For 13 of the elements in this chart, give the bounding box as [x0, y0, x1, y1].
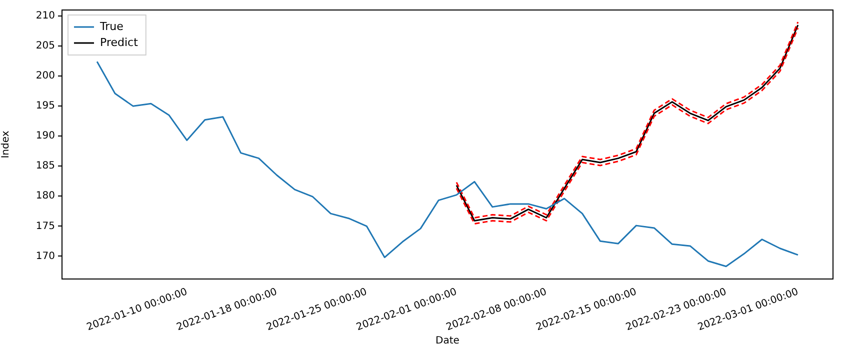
- legend-label: True: [99, 20, 124, 33]
- y-tick-label: 210: [36, 10, 55, 22]
- y-tick-label: 185: [36, 160, 55, 172]
- y-tick-label: 170: [36, 250, 55, 262]
- y-tick-label: 175: [36, 220, 55, 232]
- y-tick-label: 180: [36, 190, 55, 202]
- legend-label: Predict: [100, 36, 139, 49]
- x-axis-title: Date: [436, 336, 460, 347]
- y-tick-label: 200: [36, 70, 55, 82]
- y-tick-label: 190: [36, 130, 55, 142]
- y-tick-label: 195: [36, 100, 55, 112]
- y-tick-label: 205: [36, 40, 55, 52]
- y-axis-title: Index: [0, 130, 12, 158]
